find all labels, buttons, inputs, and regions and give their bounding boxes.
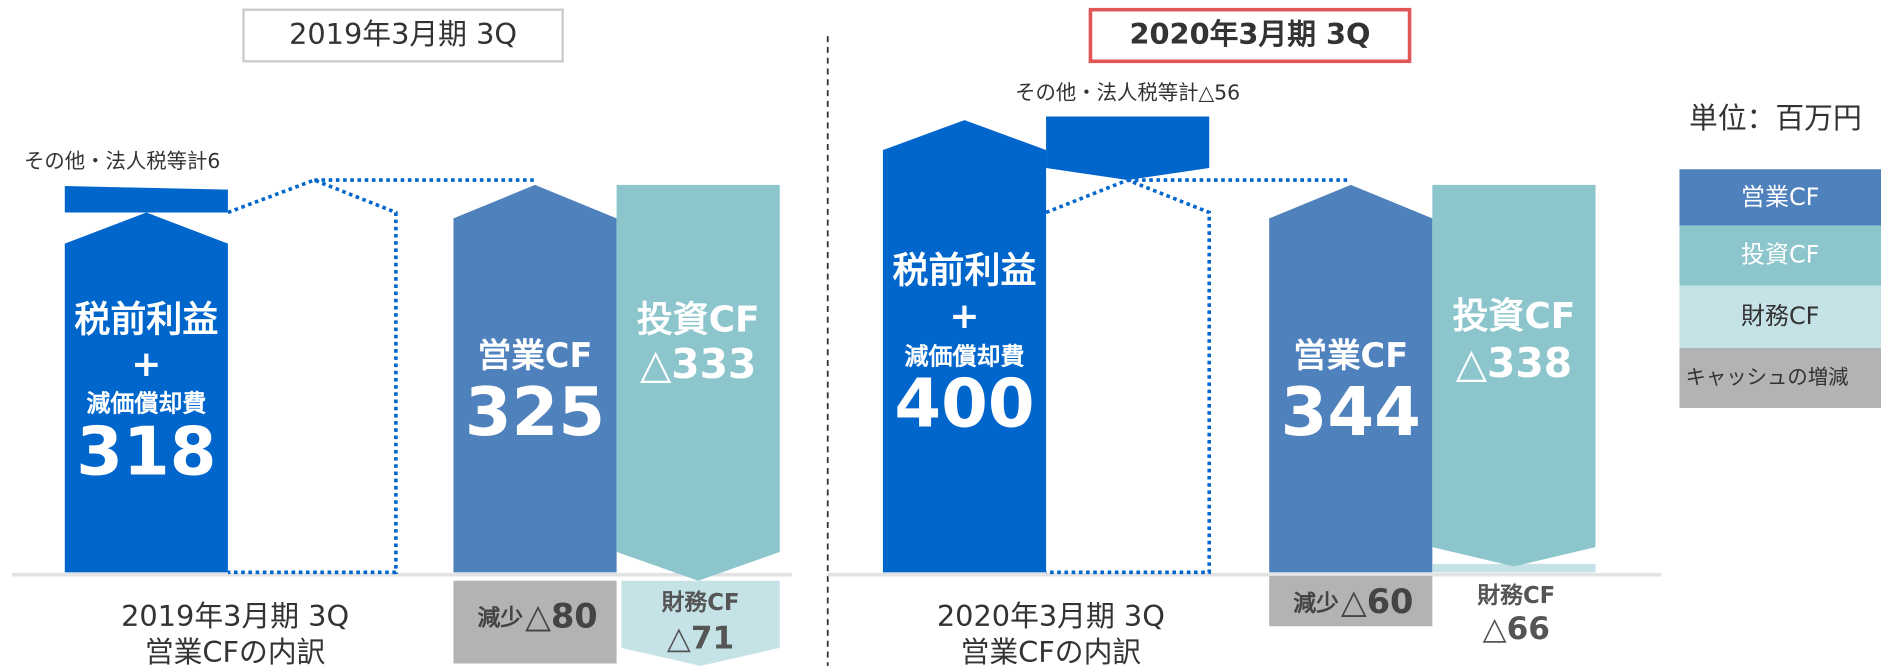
pretax-plus: +	[949, 296, 979, 337]
financing-value: △71	[667, 621, 734, 657]
legend-label: キャッシュの増減	[1685, 365, 1848, 389]
investing-block	[616, 184, 780, 581]
operating-value: 344	[1281, 373, 1421, 451]
header-box	[1088, 7, 1412, 64]
pretax-title: 税前利益	[74, 300, 218, 341]
other-label: その他・法人税等計6	[24, 149, 220, 173]
pretax-value: 400	[894, 365, 1034, 443]
cash-change-block	[1269, 575, 1433, 627]
operating-value: 325	[465, 373, 605, 451]
financing-strip	[1432, 563, 1596, 573]
investing-value: △333	[640, 340, 756, 388]
dotted-outline	[227, 178, 398, 575]
other-block	[64, 186, 228, 213]
financing-value: △66	[1483, 611, 1550, 647]
legend-swatch	[1679, 225, 1881, 286]
other-label: その他・法人税等計△56	[1015, 81, 1240, 105]
operating-label: 営業CF	[478, 336, 593, 375]
cash-change-value: △80	[525, 596, 598, 635]
pretax-value: 318	[76, 413, 216, 491]
cash-change-block	[453, 580, 617, 664]
operating-block	[453, 184, 617, 573]
financing-block	[621, 580, 780, 666]
pretax-plus: +	[131, 344, 161, 385]
investing-label: 投資CF	[637, 300, 760, 341]
operating-label: 営業CF	[1293, 336, 1408, 375]
pretax-title: 税前利益	[893, 250, 1037, 291]
legend-swatch	[1679, 169, 1881, 226]
cash-change-label: 減少	[477, 606, 523, 632]
header-box	[242, 8, 564, 63]
operating-block	[1269, 184, 1433, 573]
pretax-sub: 減価償却費	[905, 343, 1025, 371]
legend-label: 財務CF	[1741, 302, 1820, 330]
investing-label: 投資CF	[1452, 296, 1575, 337]
investing-block	[1432, 184, 1596, 567]
legend-label: 営業CF	[1741, 183, 1820, 211]
footer: 営業CFの内訳	[145, 635, 326, 666]
other-block	[1046, 116, 1210, 181]
cash-change-value: △60	[1341, 582, 1414, 621]
footer: 2019年3月期 3Q	[121, 599, 349, 633]
footer: 営業CFの内訳	[961, 635, 1142, 666]
cash-change-label: 減少	[1293, 591, 1339, 617]
investing-value: △338	[1456, 339, 1572, 387]
pretax-block	[882, 120, 1047, 573]
dotted-outline	[1045, 178, 1212, 575]
legend-swatch	[1679, 285, 1881, 348]
header: 2019年3月期 3Q	[289, 17, 517, 51]
legend-swatch	[1679, 347, 1881, 408]
financing-label: 財務CF	[662, 589, 740, 616]
header: 2020年3月期 3Q	[1130, 17, 1371, 51]
pretax-block	[64, 212, 228, 573]
legend-label: 投資CF	[1741, 241, 1820, 269]
footer: 2020年3月期 3Q	[937, 599, 1165, 633]
unit-label: 単位：百万円	[1689, 101, 1862, 135]
pretax-sub: 減価償却費	[86, 389, 206, 417]
financing-label: 財務CF	[1477, 582, 1555, 609]
